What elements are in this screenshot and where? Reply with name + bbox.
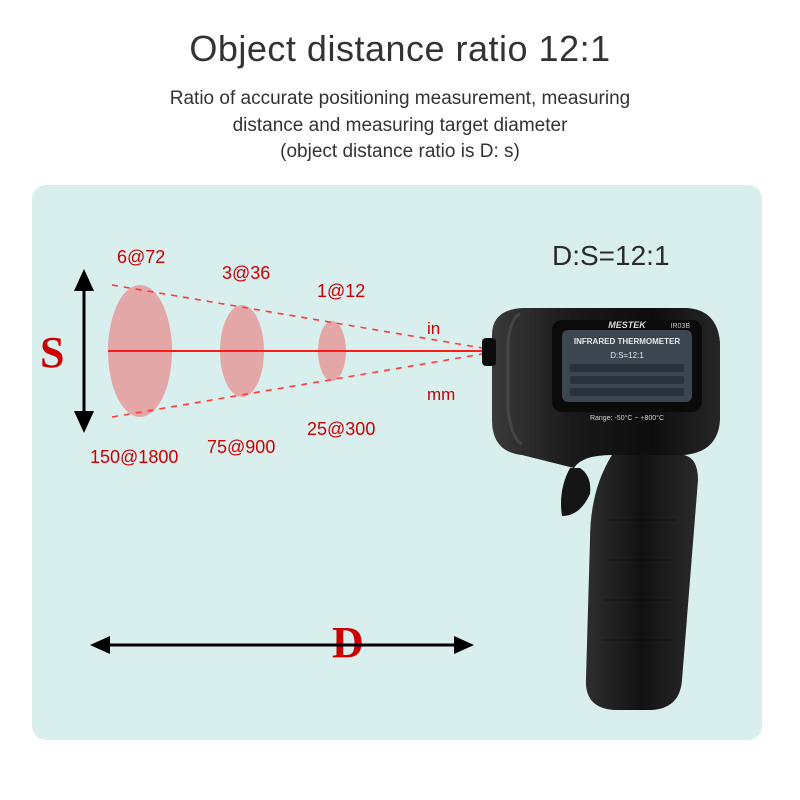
page-subtitle: Ratio of accurate positioning measuremen… (0, 86, 800, 166)
device-brand: MESTEK (608, 320, 647, 330)
diagram-svg: MESTEK IR03B INFRARED THERMOMETER D:S=12… (32, 185, 762, 740)
d-arrow-head-right (454, 636, 474, 654)
subtitle-line-2: distance and measuring target diameter (233, 115, 568, 136)
s-arrow-head-top (77, 271, 91, 287)
d-arrow-head-left (90, 636, 110, 654)
device-model: IR03B (671, 323, 691, 330)
device-line1: INFRARED THERMOMETER (574, 337, 680, 346)
diagram-panel: D:S=12:1 S D 6@72 3@36 1@12 150@1800 75@… (32, 185, 762, 740)
page-title: Object distance ratio 12:1 (0, 28, 800, 70)
device-line2: D:S=12:1 (610, 351, 644, 360)
device-range: Range: -50°C ~ +800°C (590, 414, 664, 422)
s-arrow-head-bot (77, 415, 91, 431)
subtitle-line-3: (object distance ratio is D: s) (280, 141, 520, 162)
subtitle-line-1: Ratio of accurate positioning measuremen… (170, 88, 630, 109)
thermometer-device: MESTEK IR03B INFRARED THERMOMETER D:S=12… (482, 308, 720, 710)
